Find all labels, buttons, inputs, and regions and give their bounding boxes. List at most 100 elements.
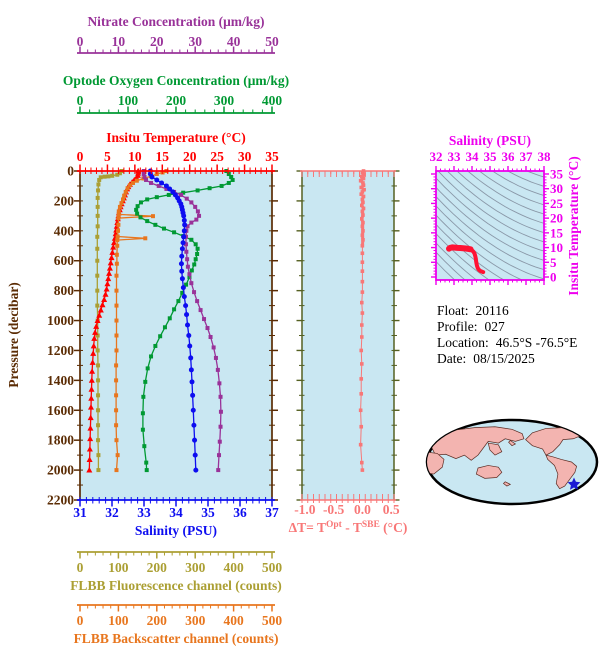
tick-label: -1.0 <box>294 502 316 517</box>
tick-label: 37 <box>265 505 279 520</box>
tick-label: 35 <box>265 149 279 164</box>
salinity-axis: 31 32 33 34 35 36 37 Salinity (PSU) <box>73 497 279 538</box>
ts-curve-mixed-layer <box>446 244 474 253</box>
float-info: Float: 20116 Profile: 027 Location: 46.5°S … <box>437 303 577 367</box>
tick-label: 31 <box>73 505 87 520</box>
temperature-axis-title: Insitu Temperature (°C) <box>106 130 245 145</box>
map-south-america <box>546 455 577 489</box>
tick-label: 33 <box>448 149 462 164</box>
tick-label: 10 <box>128 149 142 164</box>
tick-label: 32 <box>430 149 443 164</box>
tick-label: 500 <box>262 613 283 628</box>
tick-label: 50 <box>265 34 279 49</box>
tick-label: 100 <box>118 93 139 108</box>
tick-label: 15 <box>156 149 170 164</box>
tick-label: 100 <box>108 613 129 628</box>
tick-label: 15 <box>550 225 564 240</box>
profile-line: Profile: 027 <box>437 319 577 335</box>
tick-label: 800 <box>54 283 75 298</box>
tick-label: 20 <box>183 149 197 164</box>
location-label: Location: <box>437 335 489 350</box>
tick-label: 0 <box>77 149 84 164</box>
ts-frame <box>431 166 549 285</box>
tick-label: 25 <box>550 196 564 211</box>
tick-label: 35 <box>550 166 564 181</box>
tick-label: 0.5 <box>383 502 400 517</box>
salinity-markers <box>147 168 199 473</box>
delta-t-markers <box>358 169 366 472</box>
map-japan <box>509 441 516 446</box>
pressure-axis-title: Pressure (decibar) <box>6 282 21 388</box>
ts-salinity-title: Salinity (PSU) <box>449 133 531 148</box>
tick-label: 25 <box>210 149 224 164</box>
profile-value: 027 <box>484 319 505 334</box>
ts-temperature-title: Insitu Temperature (°C) <box>566 156 581 295</box>
ts-plot: 32 33 34 35 36 37 38 Salinity (PSU) 051015202530… <box>430 133 582 296</box>
map-new-zealand <box>504 482 511 486</box>
fluorescence-axis: 0 100 200 300 400 500 FLBB Fluorescence channe… <box>70 551 282 593</box>
date-label: Date: <box>437 351 467 366</box>
world-map <box>425 418 599 506</box>
backscatter-axis-title: FLBB Backscatter channel (counts) <box>74 631 279 646</box>
nitrate-axis-title: Nitrate Concentration (μm/kg) <box>87 14 264 29</box>
tick-label: 33 <box>137 505 151 520</box>
tick-label: 1400 <box>47 373 74 388</box>
tick-label: 100 <box>108 560 129 575</box>
float-label: Float: <box>437 303 469 318</box>
tick-label: 36 <box>502 149 516 164</box>
tick-label: 200 <box>147 560 168 575</box>
tick-label: 200 <box>147 613 168 628</box>
profile-label: Profile: <box>437 319 478 334</box>
oxygen-axis: 0 100 200 300 400 Optode Oxygen Concentration… <box>63 73 289 114</box>
tick-label: 0 <box>77 93 84 108</box>
tick-label: 0 <box>77 560 84 575</box>
date-line: Date: 08/15/2025 <box>437 351 577 367</box>
tick-label: 2000 <box>47 463 74 478</box>
tick-label: 0 <box>77 34 84 49</box>
tick-label: 30 <box>238 149 252 164</box>
tick-label: 600 <box>54 253 75 268</box>
map-africa <box>427 452 444 474</box>
fluorescence-axis-title: FLBB Fluorescence channel (counts) <box>70 578 282 593</box>
tick-label: 0.0 <box>354 502 371 517</box>
tick-label: 300 <box>214 93 235 108</box>
float-location-star-icon <box>567 477 581 490</box>
map-greenland <box>577 426 591 434</box>
tick-label: 20 <box>550 211 563 226</box>
date-value: 08/15/2025 <box>473 351 535 366</box>
tick-label: 37 <box>520 149 534 164</box>
tick-label: 400 <box>262 93 283 108</box>
tick-label: 38 <box>538 149 552 164</box>
tick-label: 34 <box>466 149 480 164</box>
tick-label: 0 <box>77 613 84 628</box>
tick-label: 10 <box>550 240 563 255</box>
tick-label: 36 <box>233 505 247 520</box>
map-north-america <box>526 428 582 456</box>
location-value: 46.5°S -76.5°E <box>495 335 578 350</box>
tick-label: 300 <box>185 560 206 575</box>
tick-label: 400 <box>54 223 75 238</box>
float-id-line: Float: 20116 <box>437 303 577 319</box>
tick-label: 5 <box>550 255 557 270</box>
map-australia <box>476 465 502 478</box>
tick-label: 1800 <box>47 433 74 448</box>
backscatter-axis: 0 100 200 300 400 500 FLBB Backscatter channel… <box>74 604 283 646</box>
delta-t-plot-area <box>302 171 394 500</box>
map-se-asia <box>488 443 502 455</box>
tick-label: 1000 <box>47 313 74 328</box>
main-plot: 0 200 400 600 800 1000 1200 1400 1600 1800 2000 220… <box>6 164 278 508</box>
temperature-axis: 0 5 10 15 20 25 30 35 Insitu Temperature (°C) <box>77 130 279 174</box>
tick-label: 35 <box>201 505 215 520</box>
tick-label: 0 <box>550 270 557 285</box>
tick-label: 400 <box>223 560 244 575</box>
salinity-axis-title: Salinity (PSU) <box>135 523 217 538</box>
tick-label: 10 <box>112 34 126 49</box>
oxygen-axis-title: Optode Oxygen Concentration (μm/kg) <box>63 73 289 88</box>
pressure-axis: 0 200 400 600 800 1000 1200 1400 1600 1800 2000 220… <box>6 164 278 508</box>
location-line: Location: 46.5°S -76.5°E <box>437 335 577 351</box>
tick-label: 5 <box>104 149 111 164</box>
delta-t-axis-title: ΔT= TOpt - TSBE (°C) <box>289 520 408 535</box>
